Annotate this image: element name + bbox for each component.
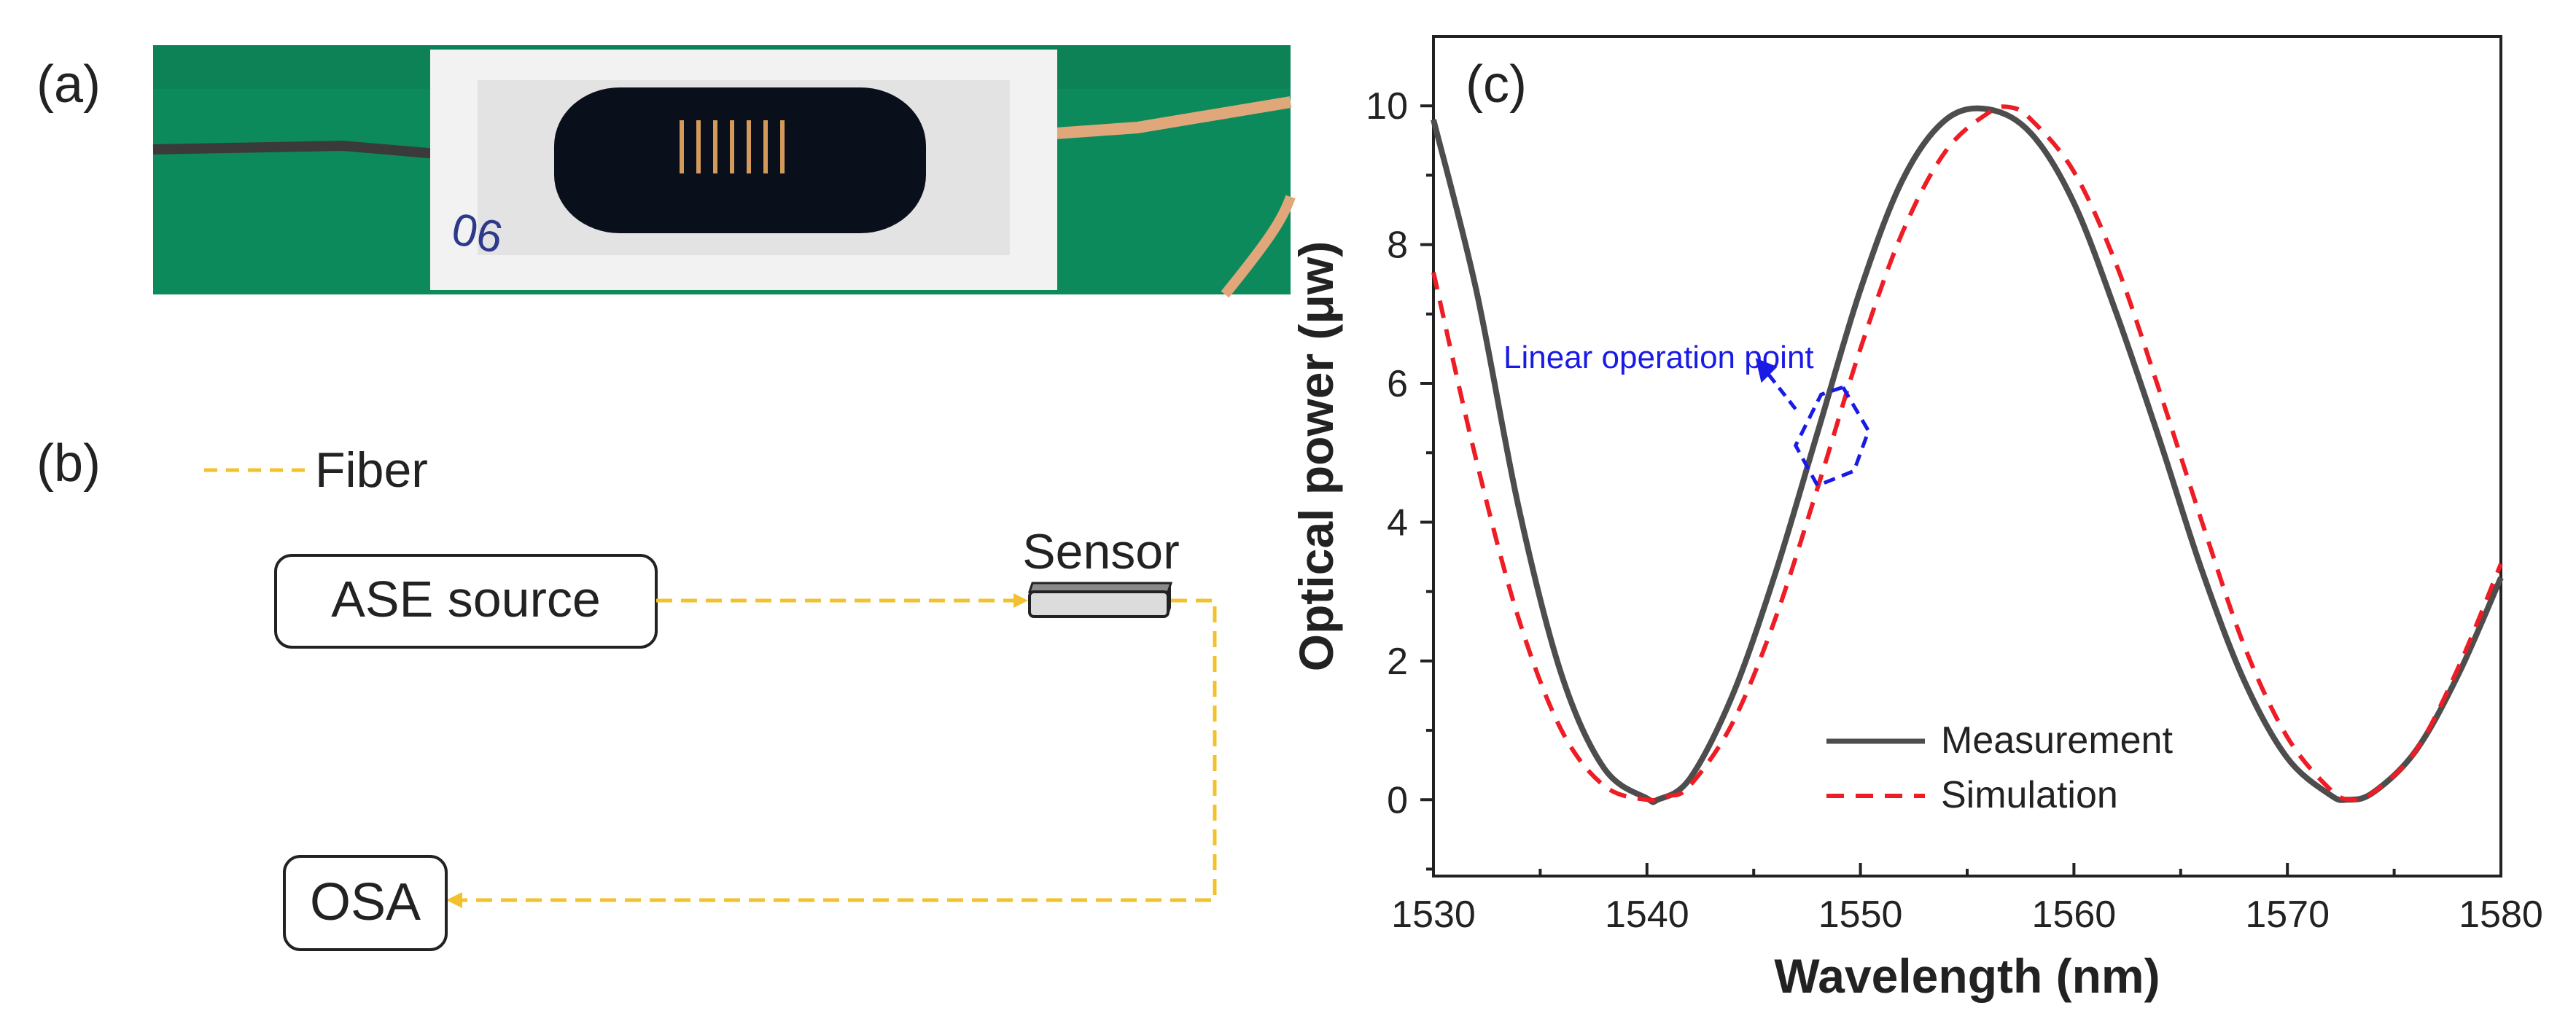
fiber-legend: Fiber — [204, 442, 428, 498]
y-tick-label: 10 — [1366, 85, 1408, 128]
annotation-arrowhead — [1755, 358, 1778, 383]
fiber-sensor-to-osa — [459, 598, 1217, 902]
panel-a-label: (a) — [36, 55, 101, 114]
osa-label: OSA — [310, 873, 421, 931]
right-cable — [1035, 96, 1292, 141]
y-tick-label: 8 — [1387, 224, 1408, 267]
sensor-label: Sensor — [1022, 524, 1179, 579]
sensor-photo: 06 — [152, 45, 1296, 298]
x-axis-ticks: 1530 1540 1550 1560 1570 1580 — [1391, 863, 2543, 936]
photo-handwritten-label: 06 — [448, 204, 507, 264]
grating-marks — [680, 120, 785, 173]
x-tick-label: 1580 — [2459, 894, 2543, 936]
arrow-into-osa — [446, 892, 462, 908]
series-line-measurement — [1431, 105, 2504, 805]
legend-measurement-label: Measurement — [1941, 719, 2173, 762]
arrow-into-sensor — [1013, 593, 1028, 608]
x-tick-label: 1530 — [1391, 894, 1476, 936]
annotation-arrow — [1762, 367, 1797, 410]
y-tick-label: 2 — [1387, 641, 1408, 683]
left-cable — [152, 140, 445, 160]
ase-source-box: ASE source — [274, 554, 658, 649]
y-tick-label: 6 — [1387, 363, 1408, 405]
chart-legend: Measurement Simulation — [1826, 719, 2173, 816]
y-axis-ticks: 0 2 4 6 8 10 — [1366, 85, 1433, 871]
fiber-path — [459, 598, 1217, 902]
x-tick-label: 1540 — [1605, 894, 1689, 936]
x-tick-label: 1560 — [2032, 894, 2117, 936]
legend-simulation-label: Simulation — [1941, 774, 2118, 816]
sensor-body — [554, 87, 926, 233]
sensor-element: Sensor — [1022, 524, 1180, 618]
series-layer — [1431, 104, 2504, 805]
panel-c-label: (c) — [1466, 55, 1527, 114]
ase-source-label: ASE source — [331, 571, 601, 628]
y-tick-label: 4 — [1387, 501, 1408, 544]
osa-box: OSA — [283, 855, 448, 951]
y-tick-label: 0 — [1387, 779, 1408, 821]
linear-operation-annotation: Linear operation point — [1503, 340, 1871, 488]
chart: 1530 1540 1550 1560 1570 1580 0 2 4 6 8 10 (c) Lin… — [1289, 35, 2543, 1003]
series-line-simulation — [1431, 104, 2503, 803]
x-tick-label: 1550 — [1818, 894, 1903, 936]
panel-b-label: (b) — [36, 434, 101, 493]
x-tick-label: 1570 — [2245, 894, 2330, 936]
y-axis-title: Optical power (μw) — [1289, 241, 1343, 671]
annotation-marker — [1793, 385, 1871, 488]
x-axis-title: Wavelength (nm) — [1774, 949, 2160, 1003]
fiber-legend-label: Fiber — [315, 442, 428, 498]
